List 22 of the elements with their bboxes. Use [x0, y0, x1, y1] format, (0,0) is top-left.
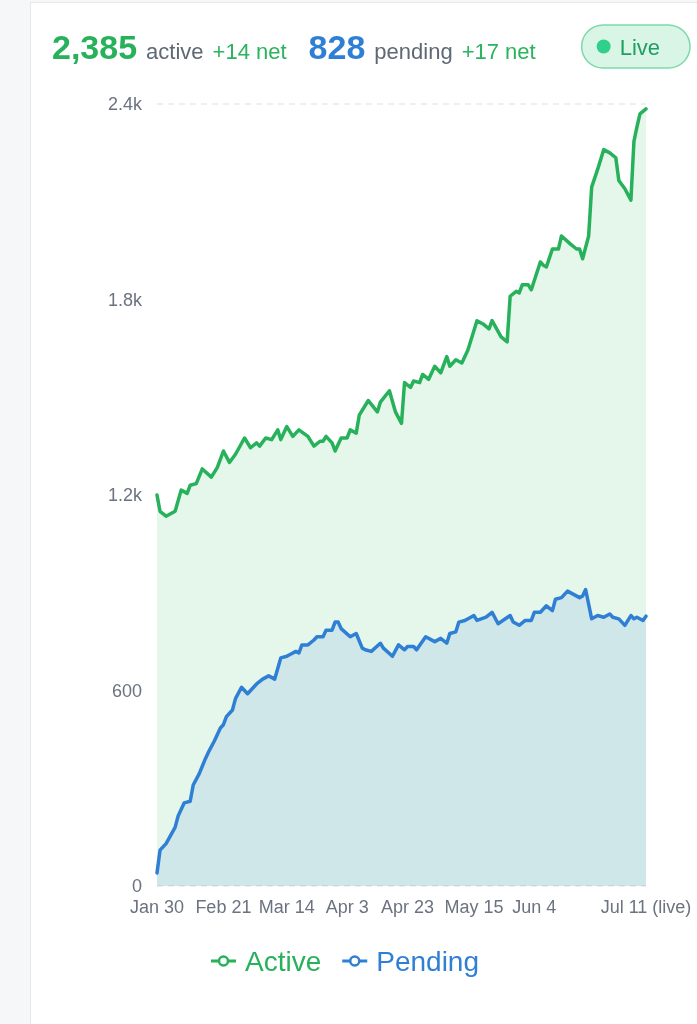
legend-label: Active — [244, 945, 322, 977]
x-tick-label: Mar 14 — [258, 897, 315, 918]
y-tick-label: 600 — [111, 680, 142, 701]
x-tick-label: May 15 — [444, 897, 504, 918]
x-tick-label: Apr 3 — [325, 897, 369, 918]
text: 2,385 — [52, 28, 138, 66]
text: +17 net — [461, 39, 536, 64]
y-tick-label: 1.8k — [107, 289, 143, 310]
y-tick-label: 0 — [131, 876, 142, 897]
text: active — [146, 39, 204, 64]
x-tick-label: Jan 30 — [129, 897, 185, 918]
text: pending — [374, 39, 453, 64]
y-tick-label: 1.2k — [107, 485, 143, 506]
x-tick-label: Apr 23 — [381, 897, 435, 918]
x-tick-label: Jun 4 — [512, 897, 557, 918]
x-tick-label: Feb 21 — [195, 897, 252, 918]
x-tick-label: Jul 11 (live) — [600, 897, 692, 918]
y-tick-label: 2.4k — [107, 94, 143, 115]
text: +14 net — [212, 39, 287, 64]
text: 828 — [308, 28, 366, 66]
legend-label: Pending — [376, 945, 480, 977]
text: Live — [619, 34, 660, 60]
